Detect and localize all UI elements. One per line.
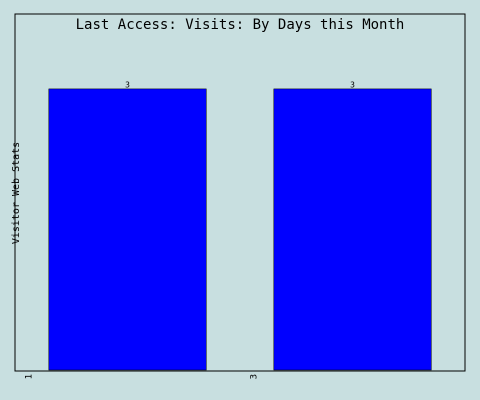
x-tick-label-1: 1	[25, 374, 35, 379]
bars-group	[48, 88, 432, 371]
plot-frame	[14, 13, 466, 372]
y-axis-label: Visitor Web Stats	[11, 142, 22, 244]
data-label-1: 3	[125, 80, 130, 89]
bar-3	[273, 88, 432, 371]
bar-1	[48, 88, 207, 371]
x-tick-label-3: 3	[250, 374, 260, 379]
labels-group: 3 1 3 3	[25, 80, 356, 379]
chart-title: Last Access: Visits: By Days this Month	[76, 17, 405, 33]
data-label-3: 3	[350, 80, 355, 89]
